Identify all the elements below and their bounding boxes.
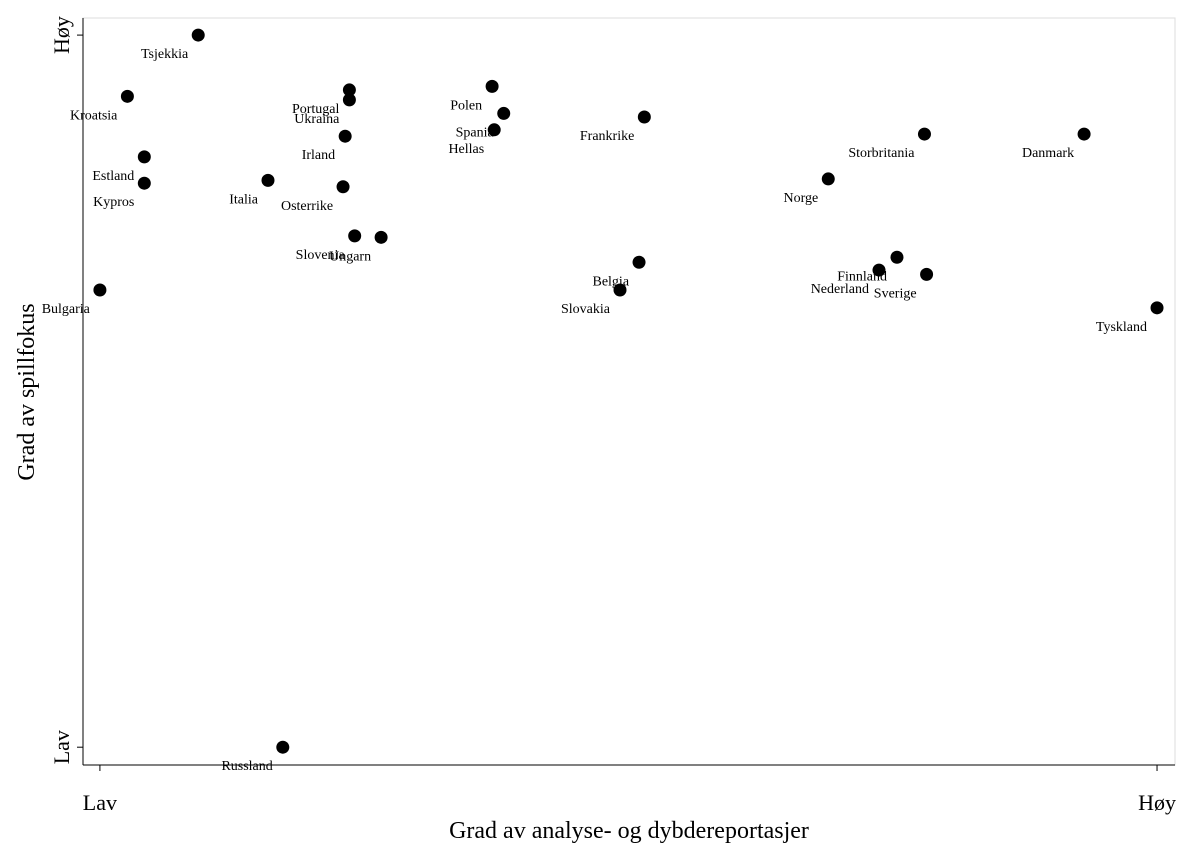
point-label: Nederland: [811, 282, 869, 297]
x-axis-label: Grad av analyse- og dybdereportasjer: [449, 818, 809, 844]
point-label: Ukraina: [294, 112, 340, 127]
point-label: Norge: [784, 191, 819, 206]
point: [342, 83, 356, 97]
point: [613, 283, 627, 297]
point-label: Italia: [229, 192, 259, 207]
point-label: Tyskland: [1096, 320, 1147, 335]
point: [917, 127, 931, 141]
point: [137, 150, 151, 164]
point-label: Frankrike: [580, 129, 634, 144]
point-label: Estland: [92, 169, 134, 184]
point-label: Slovenia: [296, 248, 346, 263]
x-tick-label: Høy: [1138, 790, 1176, 815]
point: [93, 283, 107, 297]
point: [632, 255, 646, 269]
point: [191, 28, 205, 42]
point-label: Ungarn: [329, 249, 371, 264]
point: [120, 89, 134, 103]
point: [872, 263, 886, 277]
point: [137, 176, 151, 190]
point-label: Kypros: [93, 195, 134, 210]
point: [338, 129, 352, 143]
point: [487, 123, 501, 137]
point-label: Danmark: [1022, 146, 1074, 161]
point-label: Hellas: [448, 142, 484, 157]
point-label: Portugal: [292, 102, 340, 117]
point: [485, 79, 499, 93]
point: [374, 230, 388, 244]
point: [336, 180, 350, 194]
point-label: Tsjekkia: [141, 47, 189, 62]
point: [261, 173, 275, 187]
point: [920, 267, 934, 281]
point-label: Bulgaria: [42, 302, 91, 317]
point-label: Sverige: [874, 286, 917, 301]
y-tick-label: Lav: [49, 730, 74, 764]
point-label: Osterrike: [281, 199, 333, 214]
point: [821, 172, 835, 186]
point: [890, 250, 904, 264]
point: [637, 110, 651, 124]
point-label: Russland: [221, 759, 272, 774]
point-label: Kroatsia: [70, 108, 118, 123]
y-axis-label: Grad av spillfokus: [14, 303, 40, 480]
point: [1150, 301, 1164, 315]
point-label: Irland: [302, 148, 335, 163]
point: [276, 740, 290, 754]
point-label: Polen: [450, 98, 482, 113]
point: [342, 93, 356, 107]
point: [348, 229, 362, 243]
point: [497, 106, 511, 120]
y-tick-label: Høy: [49, 16, 74, 54]
point-label: Storbritania: [848, 146, 915, 161]
x-tick-label: Lav: [83, 790, 117, 815]
point: [1077, 127, 1091, 141]
point-label: Slovakia: [561, 302, 611, 317]
point-label: Spania: [456, 125, 495, 140]
